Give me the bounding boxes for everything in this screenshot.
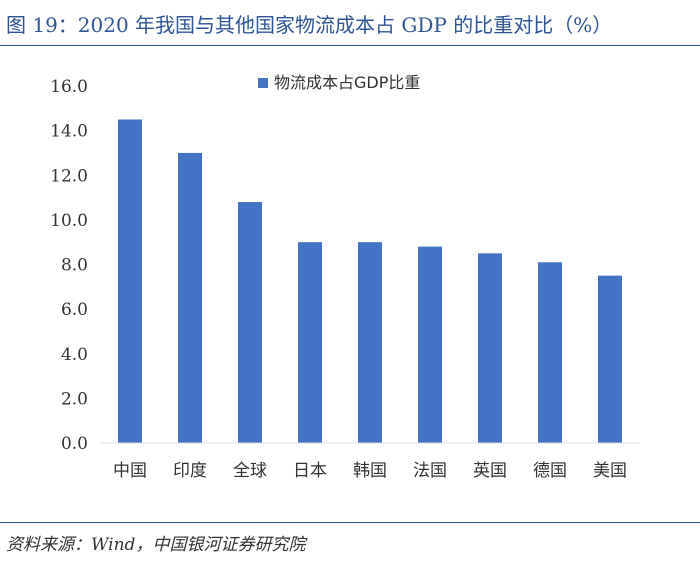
legend-label: 物流成本占GDP比重 (274, 73, 420, 92)
y-tick-label: 2.0 (61, 389, 88, 409)
x-tick-label: 德国 (533, 461, 567, 481)
legend-swatch (258, 78, 268, 88)
x-tick-label: 中国 (113, 461, 147, 481)
y-axis-ticks: 0.0 2.0 4.0 6.0 8.0 10.0 12.0 14.0 16.0 (50, 77, 88, 454)
y-tick-label: 14.0 (50, 122, 88, 142)
y-tick-label: 16.0 (50, 77, 88, 97)
source-note: 资料来源：Wind，中国银河证券研究院 (6, 535, 306, 555)
x-tick-label: 韩国 (353, 461, 387, 481)
bar-3 (298, 242, 322, 443)
y-tick-label: 0.0 (61, 434, 88, 454)
bar-series (118, 119, 622, 443)
x-tick-label: 美国 (593, 461, 627, 481)
bar-1 (178, 152, 202, 443)
x-tick-label: 英国 (473, 461, 507, 481)
x-tick-label: 法国 (413, 461, 447, 481)
bar-0 (118, 119, 142, 443)
y-tick-label: 8.0 (61, 256, 88, 276)
x-tick-label: 日本 (293, 461, 327, 481)
y-tick-label: 4.0 (61, 345, 88, 365)
x-tick-label: 印度 (173, 461, 207, 481)
y-tick-label: 12.0 (50, 166, 88, 186)
bar-2 (238, 202, 262, 443)
title-divider (0, 45, 700, 46)
source-divider (0, 522, 700, 523)
y-tick-label: 10.0 (50, 211, 88, 231)
figure-title: 图 19：2020 年我国与其他国家物流成本占 GDP 的比重对比（%） (6, 13, 613, 37)
bar-chart: 0.0 2.0 4.0 6.0 8.0 10.0 12.0 14.0 16.0 中国 印度 全球 日本… (50, 73, 640, 481)
bar-8 (598, 275, 622, 443)
bar-5 (418, 246, 442, 443)
bar-4 (358, 242, 382, 443)
y-tick-label: 6.0 (61, 300, 88, 320)
bar-6 (478, 253, 502, 443)
bar-7 (538, 262, 562, 443)
legend: 物流成本占GDP比重 (258, 73, 420, 92)
x-tick-label: 全球 (233, 461, 267, 481)
x-axis-labels: 中国 印度 全球 日本 韩国 法国 英国 德国 美国 (113, 461, 627, 481)
